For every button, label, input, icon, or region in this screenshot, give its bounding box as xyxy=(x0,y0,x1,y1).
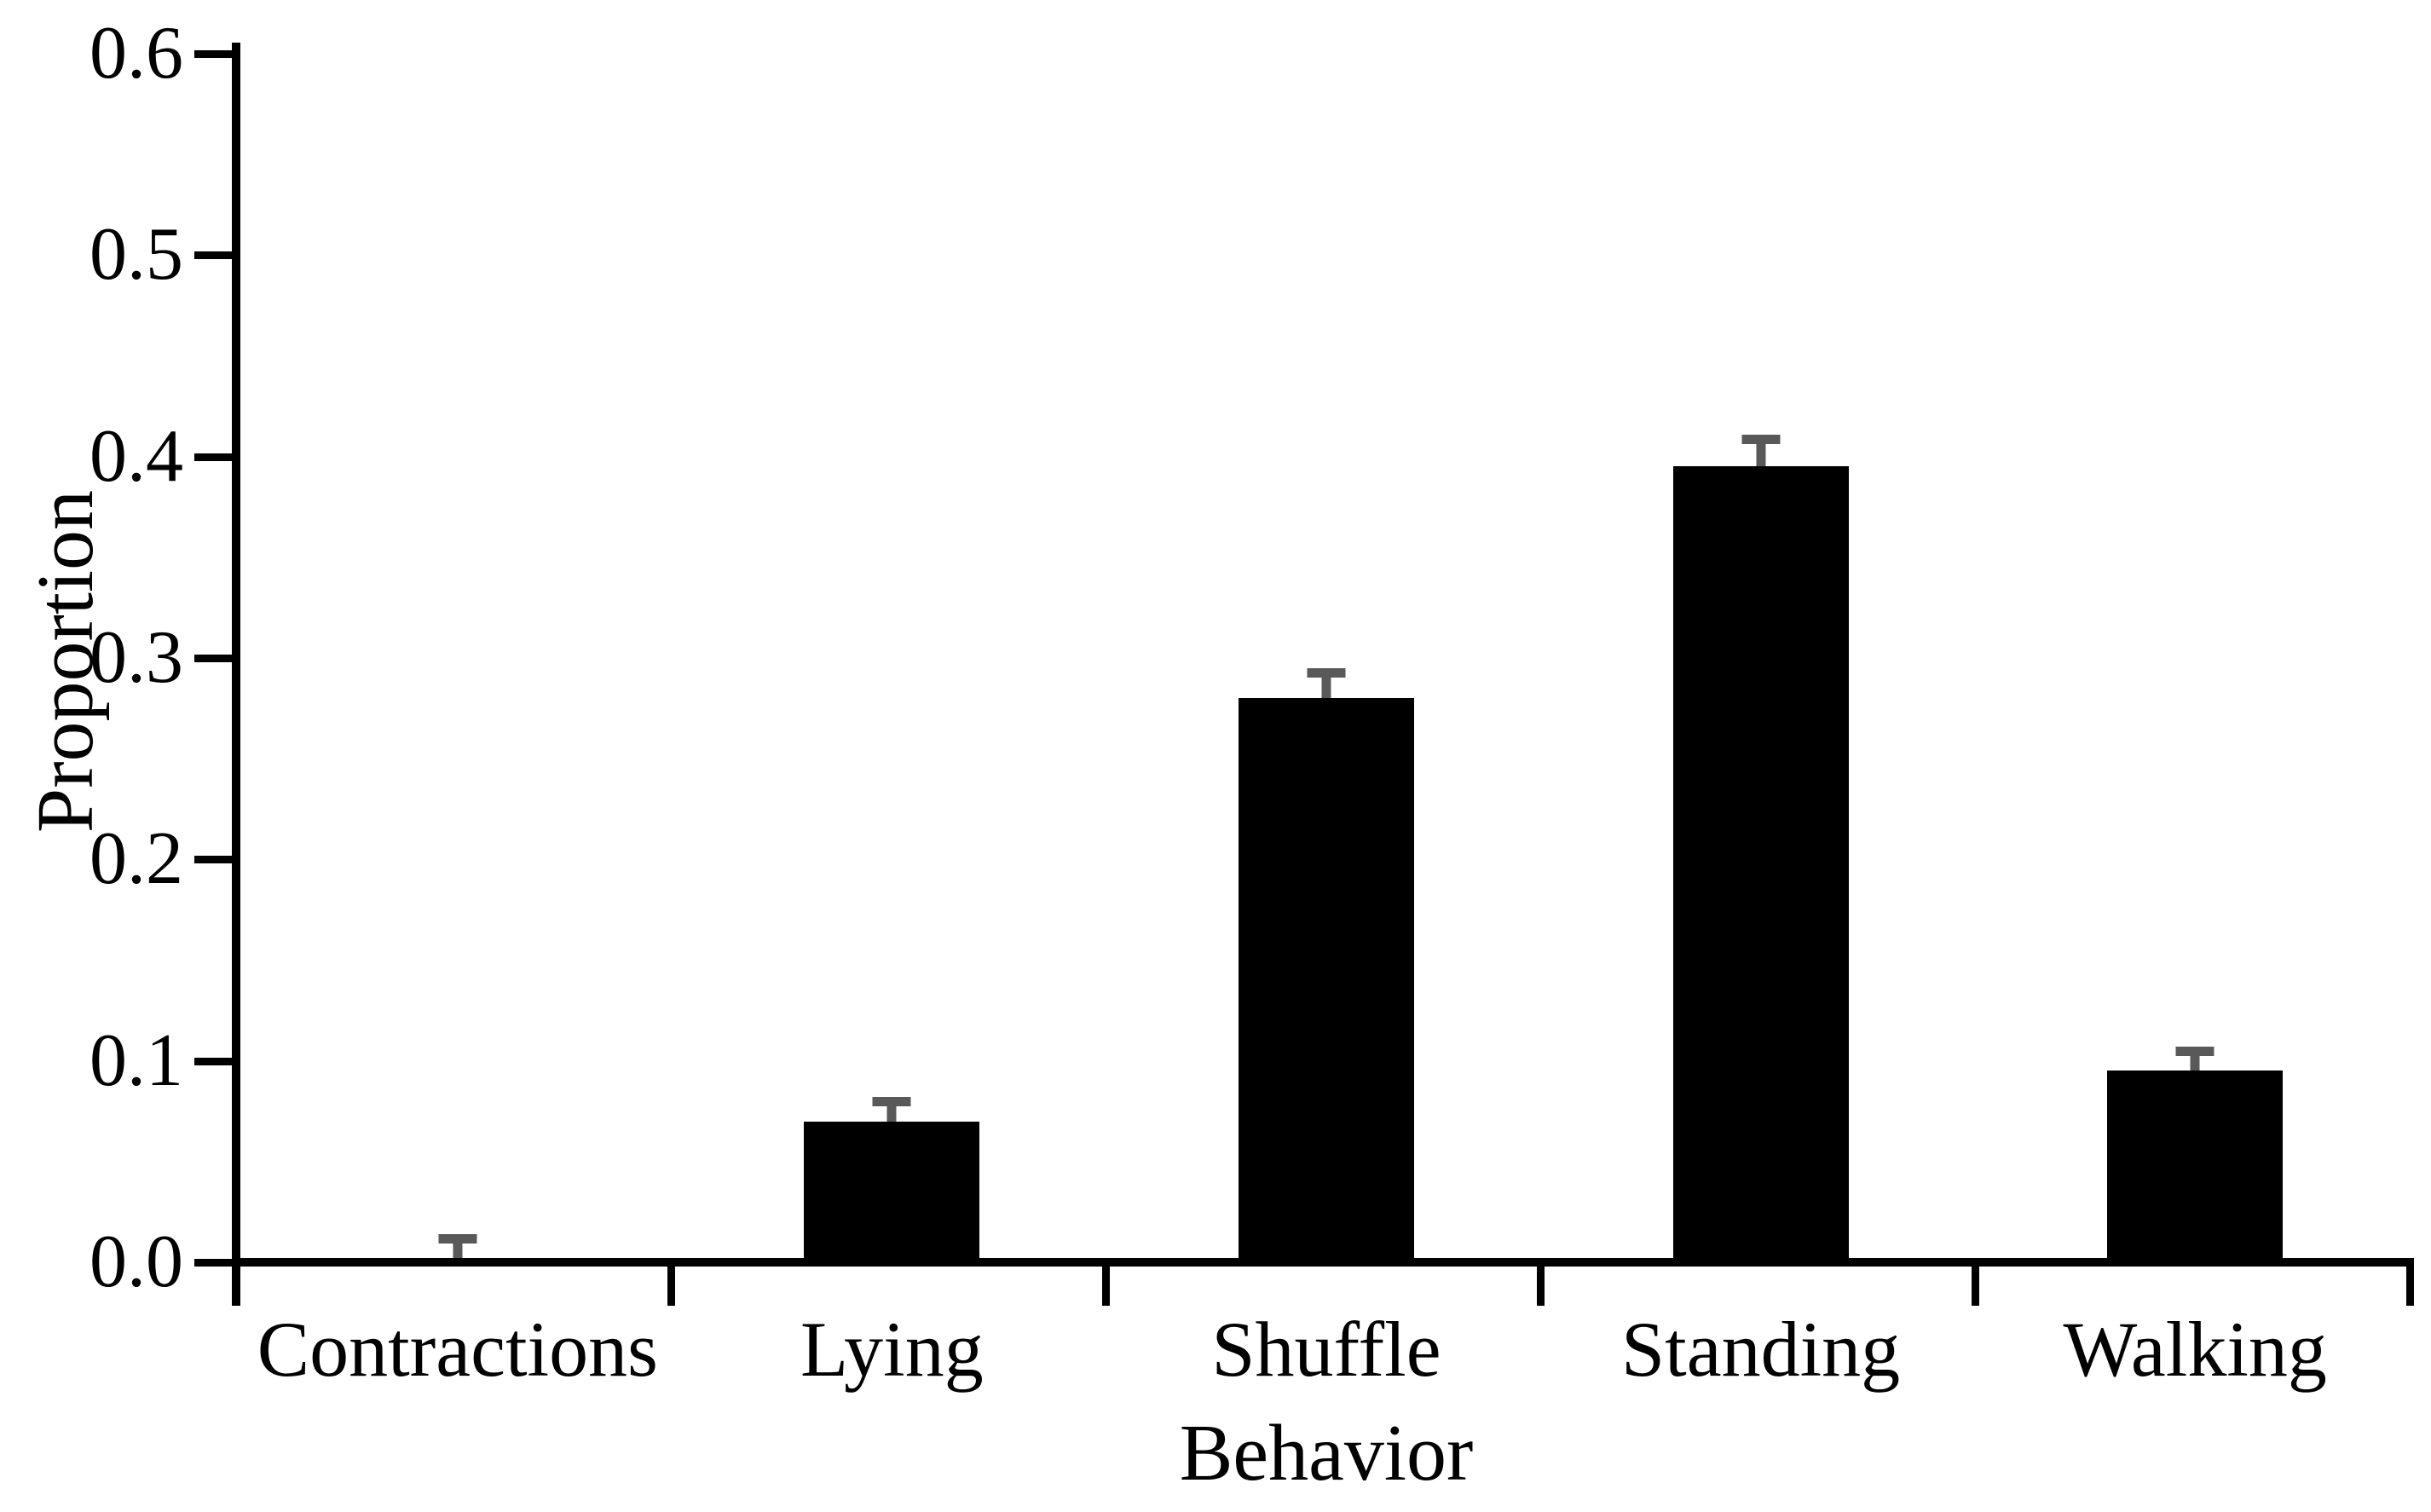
bar-contractions xyxy=(369,1258,546,1262)
error-bar-cap xyxy=(438,1233,477,1244)
y-tick xyxy=(194,50,234,58)
error-bar-stem xyxy=(2190,1053,2200,1071)
y-tick-label: 0.0 xyxy=(90,1221,183,1303)
x-axis-title: Behavior xyxy=(1179,1409,1474,1498)
error-bar-cap xyxy=(1741,434,1781,444)
bar-lying xyxy=(804,1121,980,1262)
y-tick-label: 0.2 xyxy=(90,817,183,901)
error-bar-stem xyxy=(886,1104,897,1122)
plot-area xyxy=(240,54,2412,1262)
x-category-label-shuffle: Shuffle xyxy=(1211,1306,1441,1393)
error-bar-cap xyxy=(1307,667,1346,678)
y-tick-label: 0.4 xyxy=(90,414,183,498)
y-tick xyxy=(194,1259,234,1267)
y-tick-label: 0.6 xyxy=(90,12,183,95)
y-tick xyxy=(194,251,234,260)
x-category-label-walking: Walking xyxy=(2063,1306,2327,1393)
bar-group-walking xyxy=(1978,54,2412,1262)
x-tick xyxy=(233,1267,240,1306)
y-axis-line xyxy=(232,43,240,1306)
y-tick xyxy=(194,856,234,864)
y-tick xyxy=(194,1057,234,1065)
bar-walking xyxy=(2107,1071,2284,1262)
x-tick xyxy=(1102,1267,1110,1306)
x-tick xyxy=(2406,1267,2414,1306)
y-tick-label: 0.5 xyxy=(90,213,183,297)
x-tick xyxy=(667,1267,675,1306)
error-bar-stem xyxy=(1321,674,1331,699)
bar-group-shuffle xyxy=(1109,54,1544,1262)
y-tick-label: 0.1 xyxy=(90,1019,183,1102)
bar-group-lying xyxy=(675,54,1110,1262)
x-tick xyxy=(1972,1267,1979,1306)
x-category-label-contractions: Contractions xyxy=(257,1306,658,1393)
error-bar-stem xyxy=(1756,441,1766,467)
bar-shuffle xyxy=(1238,698,1414,1262)
y-tick-label: 0.3 xyxy=(90,616,183,699)
error-bar-cap xyxy=(872,1097,911,1107)
y-tick xyxy=(194,655,234,662)
bar-standing xyxy=(1672,466,1849,1262)
x-category-label-lying: Lying xyxy=(800,1306,984,1393)
x-axis-line xyxy=(232,1258,2414,1267)
bar-group-standing xyxy=(1544,54,1978,1262)
bar-group-contractions xyxy=(240,54,675,1262)
y-tick xyxy=(194,453,234,461)
x-category-labels: Contractions Lying Shuffle Standing Walking xyxy=(240,1302,2412,1396)
x-tick xyxy=(1537,1267,1545,1306)
x-category-label-standing: Standing xyxy=(1621,1306,1901,1393)
error-bar-cap xyxy=(2175,1047,2214,1057)
error-bar-stem xyxy=(453,1240,463,1259)
